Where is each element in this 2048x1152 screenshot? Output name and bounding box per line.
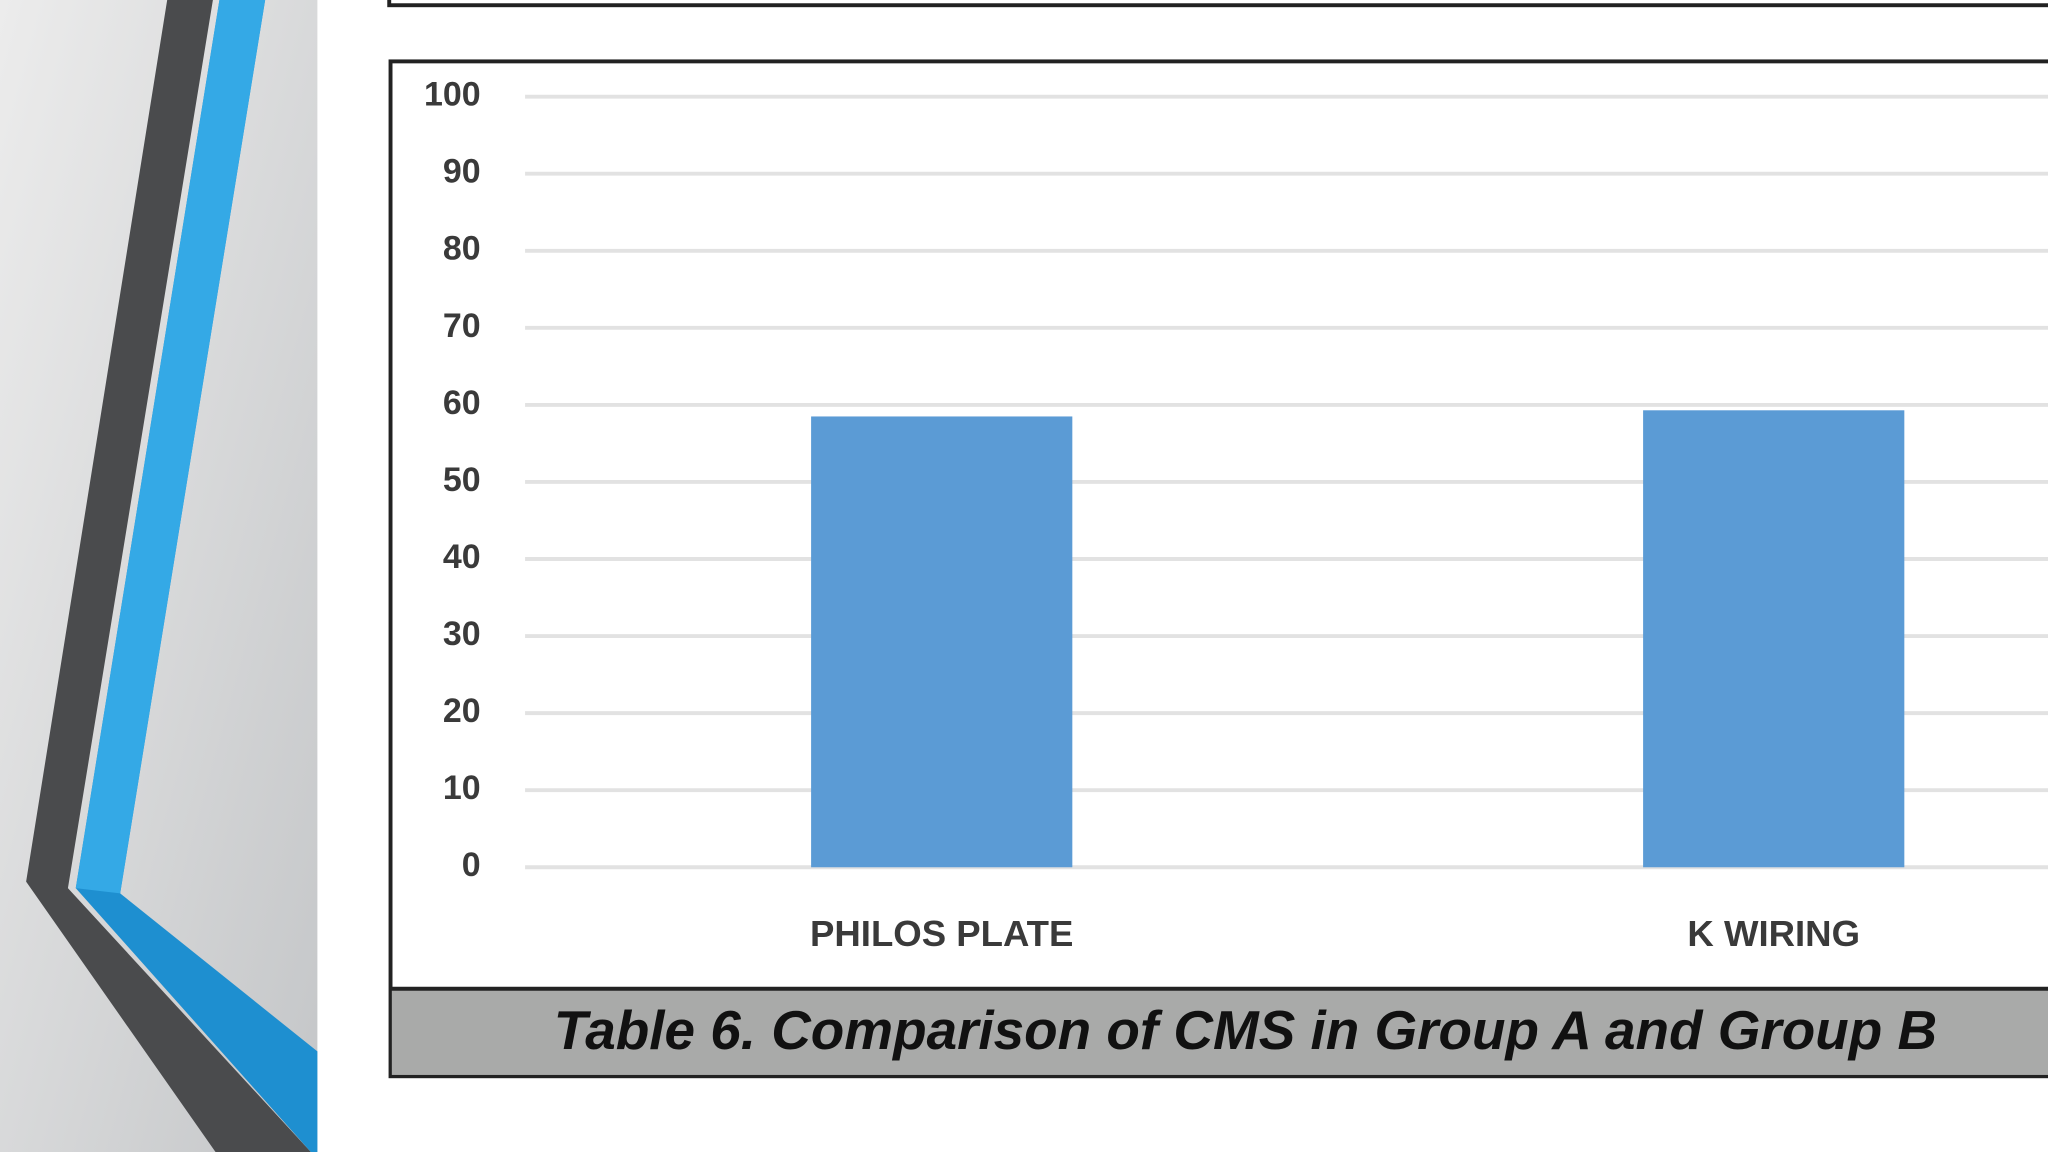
bar <box>1643 410 1905 868</box>
y-tick-label: 0 <box>462 846 481 884</box>
x-tick-label: K WIRING <box>1687 913 1860 954</box>
x-tick-label: PHILOS PLATE <box>810 913 1073 954</box>
y-tick-label: 90 <box>443 153 481 191</box>
y-tick-label: 100 <box>424 76 481 114</box>
blue-stripe-light <box>75 0 266 894</box>
y-tick-label: 80 <box>443 230 481 268</box>
y-tick-label: 50 <box>443 461 481 499</box>
y-tick-label: 30 <box>443 615 481 653</box>
y-tick-label: 60 <box>443 384 481 422</box>
bar <box>811 416 1073 868</box>
dark-stripe <box>26 0 311 1152</box>
y-tick-label: 40 <box>443 538 481 576</box>
y-tick-label: 70 <box>443 307 481 345</box>
upper-frame <box>387 0 2048 8</box>
y-tick-label: 10 <box>443 769 481 807</box>
y-tick-label: 20 <box>443 692 481 730</box>
chart-caption: Table 6. Comparison of CMS in Group A an… <box>554 999 1937 1061</box>
caption-band <box>391 990 2048 1075</box>
